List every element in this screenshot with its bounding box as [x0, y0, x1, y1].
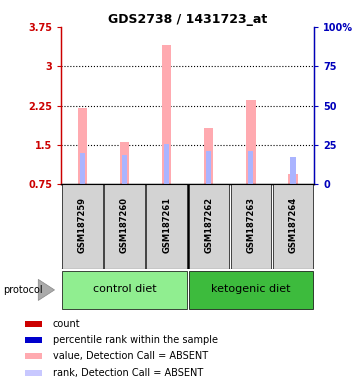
- Bar: [164, 144, 169, 184]
- Text: control diet: control diet: [93, 284, 156, 294]
- Text: ketogenic diet: ketogenic diet: [211, 284, 291, 294]
- Bar: [288, 174, 297, 184]
- Bar: [291, 157, 296, 184]
- Bar: [273, 184, 313, 269]
- Bar: [248, 151, 253, 184]
- Bar: [204, 128, 213, 184]
- Bar: [25, 321, 42, 327]
- Text: rank, Detection Call = ABSENT: rank, Detection Call = ABSENT: [52, 368, 203, 378]
- Text: count: count: [52, 319, 80, 329]
- Text: GSM187264: GSM187264: [288, 197, 297, 253]
- Bar: [25, 370, 42, 376]
- Text: percentile rank within the sample: percentile rank within the sample: [52, 335, 218, 345]
- Bar: [25, 337, 42, 343]
- Bar: [104, 184, 145, 269]
- Text: GSM187263: GSM187263: [247, 197, 255, 253]
- Text: protocol: protocol: [4, 285, 43, 295]
- Text: GSM187262: GSM187262: [204, 197, 213, 253]
- Text: GSM187260: GSM187260: [120, 197, 129, 253]
- Bar: [80, 153, 85, 184]
- Bar: [62, 271, 187, 309]
- Text: GSM187259: GSM187259: [78, 197, 87, 253]
- Bar: [246, 100, 256, 184]
- Bar: [162, 45, 171, 184]
- Bar: [188, 184, 229, 269]
- Text: GSM187261: GSM187261: [162, 197, 171, 253]
- Bar: [231, 184, 271, 269]
- Bar: [120, 142, 129, 184]
- Polygon shape: [38, 280, 55, 300]
- Bar: [78, 108, 87, 184]
- Bar: [188, 271, 313, 309]
- Bar: [25, 353, 42, 359]
- Bar: [122, 156, 127, 184]
- Bar: [206, 151, 211, 184]
- Text: value, Detection Call = ABSENT: value, Detection Call = ABSENT: [52, 351, 208, 361]
- Bar: [147, 184, 187, 269]
- Title: GDS2738 / 1431723_at: GDS2738 / 1431723_at: [108, 13, 268, 26]
- Bar: [62, 184, 103, 269]
